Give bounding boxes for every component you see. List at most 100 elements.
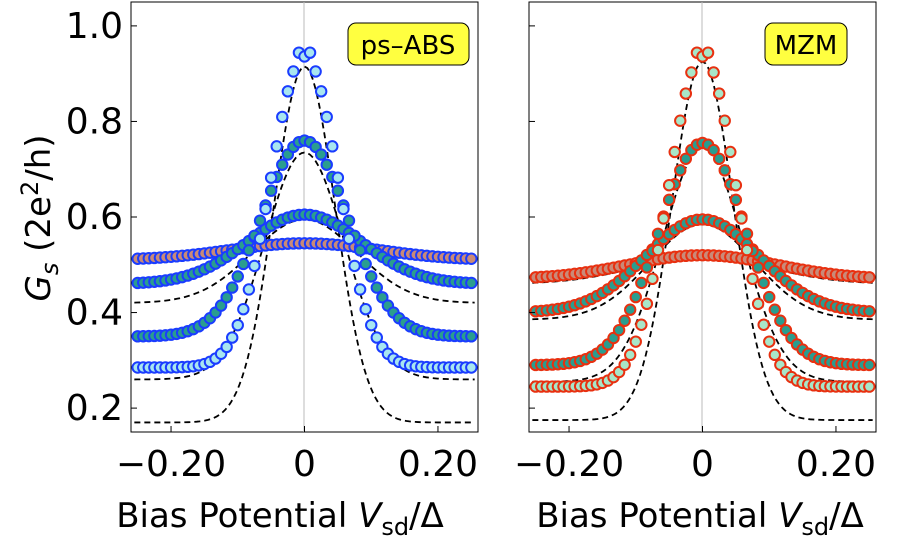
series-3-point bbox=[342, 232, 356, 246]
series-2-point bbox=[342, 214, 356, 227]
x-ticks: −0.20 0 0.20 bbox=[514, 426, 876, 485]
series-3-point bbox=[618, 358, 631, 371]
series-2-point bbox=[320, 158, 333, 171]
x-label-subscript: sd bbox=[801, 513, 829, 539]
series-2-point bbox=[331, 184, 345, 197]
x-ticks: −0.20 0 0.20 bbox=[116, 426, 478, 485]
series-3-point bbox=[718, 114, 731, 127]
x-label-variable: V bbox=[778, 496, 804, 536]
series-3-point bbox=[629, 335, 642, 348]
panel-ps-abs: 0.2 0.4 0.6 0.8 1.0 −0.20 0 0.20 ps–ABS Gs (2e… bbox=[16, 1, 479, 539]
y-tick-label: 1.0 bbox=[66, 6, 123, 47]
x-label-text: Bias Potential bbox=[116, 496, 358, 536]
series-1-point bbox=[863, 305, 876, 318]
x-axis-label: Bias Potential Vsd/Δ bbox=[536, 496, 864, 539]
series-3-point bbox=[768, 348, 781, 362]
fit-curve-3 bbox=[134, 65, 475, 424]
series-0-point bbox=[465, 252, 478, 265]
series-2-point bbox=[242, 244, 256, 257]
series-3-point bbox=[253, 232, 267, 246]
series-3-point bbox=[309, 65, 322, 78]
series-2-point bbox=[353, 244, 367, 257]
series-3-point bbox=[651, 243, 665, 257]
series-3-point bbox=[226, 331, 239, 344]
series-3-point bbox=[635, 318, 648, 331]
series-1-point bbox=[465, 276, 478, 290]
x-tick-label: 0.20 bbox=[398, 444, 478, 485]
series-2-point bbox=[214, 299, 228, 312]
y-label-unit-open: (2e bbox=[19, 196, 59, 263]
data-points bbox=[529, 46, 876, 393]
badge-box bbox=[347, 22, 470, 66]
series-3-point bbox=[735, 212, 748, 225]
series-0-point bbox=[863, 271, 876, 284]
badge-box bbox=[764, 22, 848, 66]
fit-curve-2 bbox=[134, 151, 475, 381]
series-3-point bbox=[757, 318, 770, 331]
y-axis-label: Gs (2e2/h) bbox=[16, 134, 64, 301]
series-3-point bbox=[348, 259, 361, 273]
series-2-point bbox=[774, 314, 787, 327]
series-2-point bbox=[863, 358, 876, 372]
y-label-superscript: 2 bbox=[16, 181, 44, 196]
series-2-point bbox=[612, 323, 626, 337]
series-2-point bbox=[465, 330, 478, 343]
series-3-point bbox=[746, 272, 759, 286]
series-3-point bbox=[640, 297, 654, 311]
series-3-point bbox=[674, 114, 687, 127]
series-2-point bbox=[231, 270, 244, 283]
series-3-point bbox=[353, 283, 367, 296]
series-3-point bbox=[237, 303, 250, 316]
series-2-point bbox=[707, 143, 720, 157]
series-2-point bbox=[314, 148, 328, 161]
series-2-point bbox=[740, 227, 754, 241]
series-3-point bbox=[662, 179, 676, 192]
series-3-point bbox=[365, 318, 378, 332]
y-ticks: 0.2 0.4 0.6 0.8 1.0 bbox=[66, 6, 137, 429]
series-2-point bbox=[679, 152, 693, 165]
x-label-subscript: sd bbox=[381, 513, 409, 539]
fit-curve-1 bbox=[134, 218, 475, 304]
x-label-tail: /Δ bbox=[409, 496, 444, 536]
series-2-point bbox=[359, 257, 372, 271]
series-3-point bbox=[220, 340, 233, 354]
series-3-point bbox=[685, 66, 698, 79]
series-3-point bbox=[337, 202, 350, 216]
x-tick-label: 0.20 bbox=[796, 444, 876, 485]
series-3-point bbox=[331, 171, 345, 184]
y-ticks bbox=[529, 25, 535, 409]
series-2-point bbox=[712, 152, 726, 165]
series-2-point bbox=[729, 193, 743, 207]
series-3-point bbox=[863, 380, 876, 393]
series-2-point bbox=[253, 214, 267, 227]
series-3-point bbox=[231, 318, 244, 332]
series-3-point bbox=[281, 85, 295, 98]
series-2-point bbox=[624, 303, 637, 316]
series-3-point bbox=[657, 212, 670, 225]
panel-mzm: −0.20 0 0.20 MZM Bias Potential Vsd/Δ bbox=[514, 1, 877, 539]
series-3-point bbox=[701, 46, 715, 59]
x-axis-label: Bias Potential Vsd/Δ bbox=[116, 496, 444, 539]
series-2-point bbox=[640, 261, 654, 274]
series-3-point bbox=[751, 297, 765, 311]
series-3-point bbox=[259, 202, 272, 216]
badge: MZM bbox=[764, 22, 848, 66]
series-3-point bbox=[729, 179, 743, 192]
series-3-point bbox=[465, 361, 478, 374]
series-3-point bbox=[248, 259, 261, 273]
series-3-point bbox=[763, 335, 776, 348]
badge: ps–ABS bbox=[347, 22, 470, 66]
series-3-point bbox=[646, 272, 659, 286]
series-3-point bbox=[712, 87, 726, 100]
x-label-tail: /Δ bbox=[829, 496, 864, 536]
x-tick-label: −0.20 bbox=[514, 444, 624, 485]
series-2-point bbox=[662, 193, 676, 207]
x-label-text: Bias Potential bbox=[536, 496, 778, 536]
series-2-point bbox=[220, 291, 233, 304]
data-points bbox=[131, 46, 478, 374]
series-3-point bbox=[303, 46, 317, 59]
series-3-point bbox=[370, 331, 383, 344]
series-2-point bbox=[718, 164, 731, 177]
series-3-point bbox=[740, 243, 754, 257]
